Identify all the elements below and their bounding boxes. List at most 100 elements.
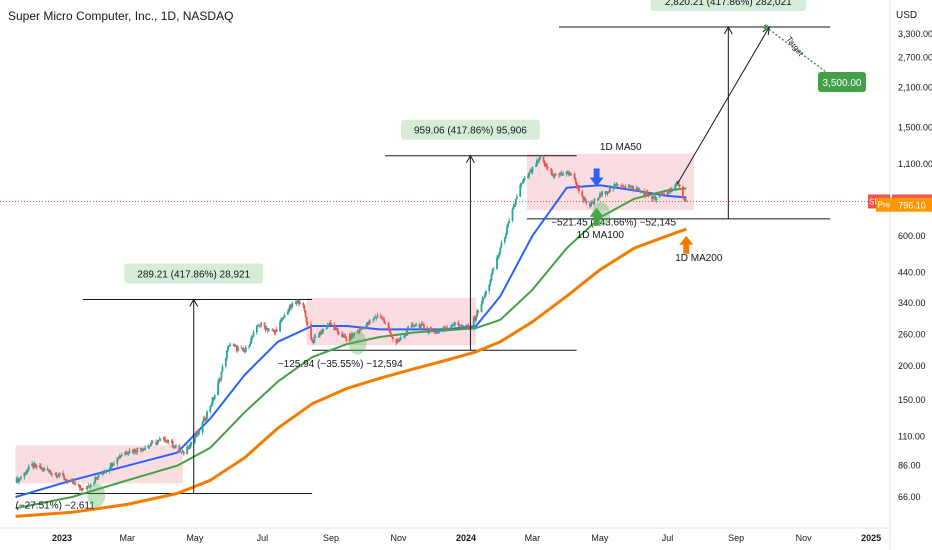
candle bbox=[476, 308, 478, 318]
candle bbox=[468, 325, 471, 331]
candle-body bbox=[74, 482, 77, 485]
candle-body bbox=[66, 479, 69, 482]
candle bbox=[384, 321, 387, 325]
candle bbox=[63, 474, 66, 481]
candle bbox=[581, 189, 584, 198]
candle bbox=[25, 469, 28, 475]
candle bbox=[646, 189, 649, 196]
candle-body bbox=[437, 331, 440, 334]
price-axis-label: 110.00 bbox=[898, 432, 925, 442]
candle-body bbox=[392, 336, 394, 340]
candle-body bbox=[596, 198, 599, 200]
candle-body bbox=[503, 237, 506, 243]
candle bbox=[490, 273, 493, 282]
candle bbox=[264, 326, 267, 333]
candle-body bbox=[282, 317, 285, 319]
candle bbox=[259, 325, 262, 329]
candle bbox=[437, 328, 440, 334]
candle-body bbox=[258, 325, 260, 327]
candle bbox=[465, 324, 467, 330]
candle bbox=[591, 199, 594, 204]
candle-body bbox=[646, 192, 649, 196]
candle bbox=[266, 327, 269, 334]
candle-body bbox=[398, 339, 401, 342]
candle bbox=[630, 185, 632, 190]
candle bbox=[235, 345, 238, 354]
candle bbox=[351, 331, 353, 340]
candle bbox=[58, 472, 61, 479]
candle-body bbox=[562, 174, 565, 176]
candle-body bbox=[57, 475, 60, 477]
candle bbox=[375, 317, 378, 321]
touch-highlight bbox=[348, 330, 367, 355]
candle bbox=[218, 376, 221, 384]
candle-body bbox=[179, 451, 182, 453]
candle bbox=[566, 170, 569, 175]
candle bbox=[330, 319, 332, 326]
candle bbox=[65, 478, 68, 484]
candle-body bbox=[119, 455, 122, 457]
candle-body bbox=[38, 465, 41, 468]
candle bbox=[530, 169, 533, 174]
touch-highlight bbox=[87, 483, 106, 508]
candle bbox=[274, 328, 277, 335]
candle bbox=[291, 301, 294, 309]
candle bbox=[449, 326, 452, 330]
candle bbox=[632, 185, 635, 193]
candle-body bbox=[33, 463, 36, 468]
candle-body bbox=[133, 448, 135, 453]
candle bbox=[600, 192, 602, 197]
candle-body bbox=[368, 320, 371, 324]
candle-body bbox=[155, 442, 157, 445]
candle-body bbox=[559, 172, 561, 175]
candle-body bbox=[659, 194, 662, 196]
candle bbox=[310, 321, 312, 340]
candle bbox=[574, 176, 577, 185]
candle-body bbox=[539, 156, 542, 159]
candle-body bbox=[599, 193, 601, 198]
candle-body bbox=[312, 341, 315, 344]
candle-body bbox=[651, 196, 653, 199]
candle-body bbox=[545, 163, 548, 168]
candle-body bbox=[451, 325, 454, 327]
candle bbox=[523, 175, 526, 181]
candle bbox=[243, 349, 246, 354]
candle bbox=[663, 191, 666, 196]
candle bbox=[427, 330, 430, 335]
candle-body bbox=[35, 464, 38, 468]
candle-body bbox=[403, 336, 405, 338]
candle bbox=[674, 183, 677, 192]
candle bbox=[410, 321, 413, 329]
candle bbox=[608, 185, 611, 193]
target-price-box bbox=[818, 72, 866, 92]
candle bbox=[482, 297, 485, 301]
candle bbox=[550, 168, 553, 176]
price-axis-label: 200.00 bbox=[898, 361, 926, 371]
candle-body bbox=[116, 457, 119, 464]
candle-body bbox=[42, 468, 45, 471]
candle-body bbox=[95, 477, 98, 479]
candle bbox=[404, 332, 407, 339]
candle bbox=[175, 444, 177, 449]
price-axis-label: 600.00 bbox=[898, 231, 926, 241]
candle-body bbox=[380, 317, 383, 319]
candle-body bbox=[135, 451, 138, 453]
candle bbox=[428, 328, 431, 334]
ma50-down-arrow bbox=[589, 168, 604, 187]
price-axis-label: 2,100.00 bbox=[898, 82, 932, 92]
candle-body bbox=[341, 333, 343, 338]
candle-body bbox=[244, 347, 247, 352]
candle bbox=[27, 463, 30, 471]
candle-body bbox=[250, 337, 253, 344]
candle-body bbox=[480, 303, 483, 313]
candle-body bbox=[616, 184, 619, 186]
candle bbox=[72, 478, 74, 485]
candle-body bbox=[528, 172, 530, 177]
candle-body bbox=[304, 310, 307, 317]
candle bbox=[529, 168, 532, 174]
candle-body bbox=[513, 204, 516, 206]
measure-label-box bbox=[124, 263, 264, 284]
candle-body bbox=[638, 189, 641, 192]
candle bbox=[320, 329, 322, 335]
